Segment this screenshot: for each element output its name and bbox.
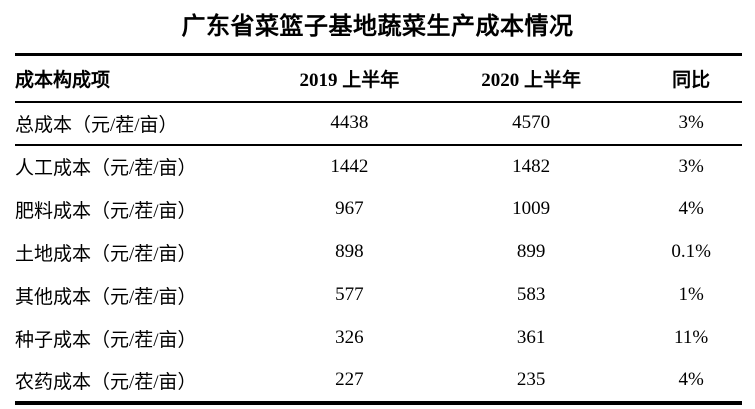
header-2019-h1: 2019 上半年 <box>276 54 423 103</box>
cost-item-cell: 总成本（元/茬/亩） <box>15 101 277 146</box>
value-cell: 1482 <box>512 155 551 177</box>
table-row: 人工成本（元/茬/亩） 1442 1482 3% <box>15 145 742 188</box>
value-cell: 1% <box>678 284 704 305</box>
header-cost-item: 成本构成项 <box>15 54 277 103</box>
value-cell: 3% <box>640 101 742 146</box>
cost-item-cell: 肥料成本（元/茬/亩） <box>15 200 197 222</box>
cost-table: 成本构成项 2019 上半年 2020 上半年 同比 总成本（元/茬/亩） 443… <box>15 53 742 405</box>
cost-item-cell: 种子成本（元/茬/亩） <box>15 329 197 351</box>
value-cell: 326 <box>335 327 364 348</box>
table-body: 总成本（元/茬/亩） 4438 4570 3% 人工成本（元/茬/亩） 1442 1482 3… <box>15 101 742 403</box>
value-cell: 4570 <box>422 101 641 146</box>
table-row: 其他成本（元/茬/亩） 577 583 1% <box>15 274 742 317</box>
value-cell: 967 <box>335 198 364 219</box>
value-cell: 227 <box>335 369 364 390</box>
value-cell: 4% <box>678 369 704 390</box>
value-cell: 0.1% <box>671 241 711 262</box>
header-yoy: 同比 <box>640 54 742 103</box>
cost-item-cell: 农药成本（元/茬/亩） <box>15 371 197 393</box>
value-cell: 1442 <box>330 155 369 177</box>
cost-item-cell: 其他成本（元/茬/亩） <box>15 286 197 308</box>
value-cell: 898 <box>335 241 364 262</box>
value-cell: 4438 <box>276 101 423 146</box>
table-row: 总成本（元/茬/亩） 4438 4570 3% <box>15 101 742 146</box>
table-header: 成本构成项 2019 上半年 2020 上半年 同比 <box>15 54 742 103</box>
cost-item-cell: 土地成本（元/茬/亩） <box>15 243 197 265</box>
value-cell: 3% <box>678 155 704 177</box>
value-cell: 583 <box>516 284 546 305</box>
table-row: 种子成本（元/茬/亩） 326 361 11% <box>15 317 742 360</box>
header-2020-h1: 2020 上半年 <box>422 54 641 103</box>
value-cell: 1009 <box>512 198 551 219</box>
value-cell: 899 <box>516 241 546 262</box>
value-cell: 577 <box>335 284 364 305</box>
value-cell: 235 <box>516 369 546 390</box>
cost-item-cell: 人工成本（元/茬/亩） <box>15 158 197 179</box>
value-cell: 11% <box>674 327 709 348</box>
table-row: 土地成本（元/茬/亩） 898 899 0.1% <box>15 231 742 274</box>
table-row: 肥料成本（元/茬/亩） 967 1009 4% <box>15 188 742 231</box>
value-cell: 4% <box>678 198 704 219</box>
table-row: 农药成本（元/茬/亩） 227 235 4% <box>15 360 742 403</box>
header-row: 成本构成项 2019 上半年 2020 上半年 同比 <box>15 54 742 103</box>
value-cell: 361 <box>516 327 546 348</box>
page-title: 广东省菜篮子基地蔬菜生产成本情况 <box>181 14 574 40</box>
